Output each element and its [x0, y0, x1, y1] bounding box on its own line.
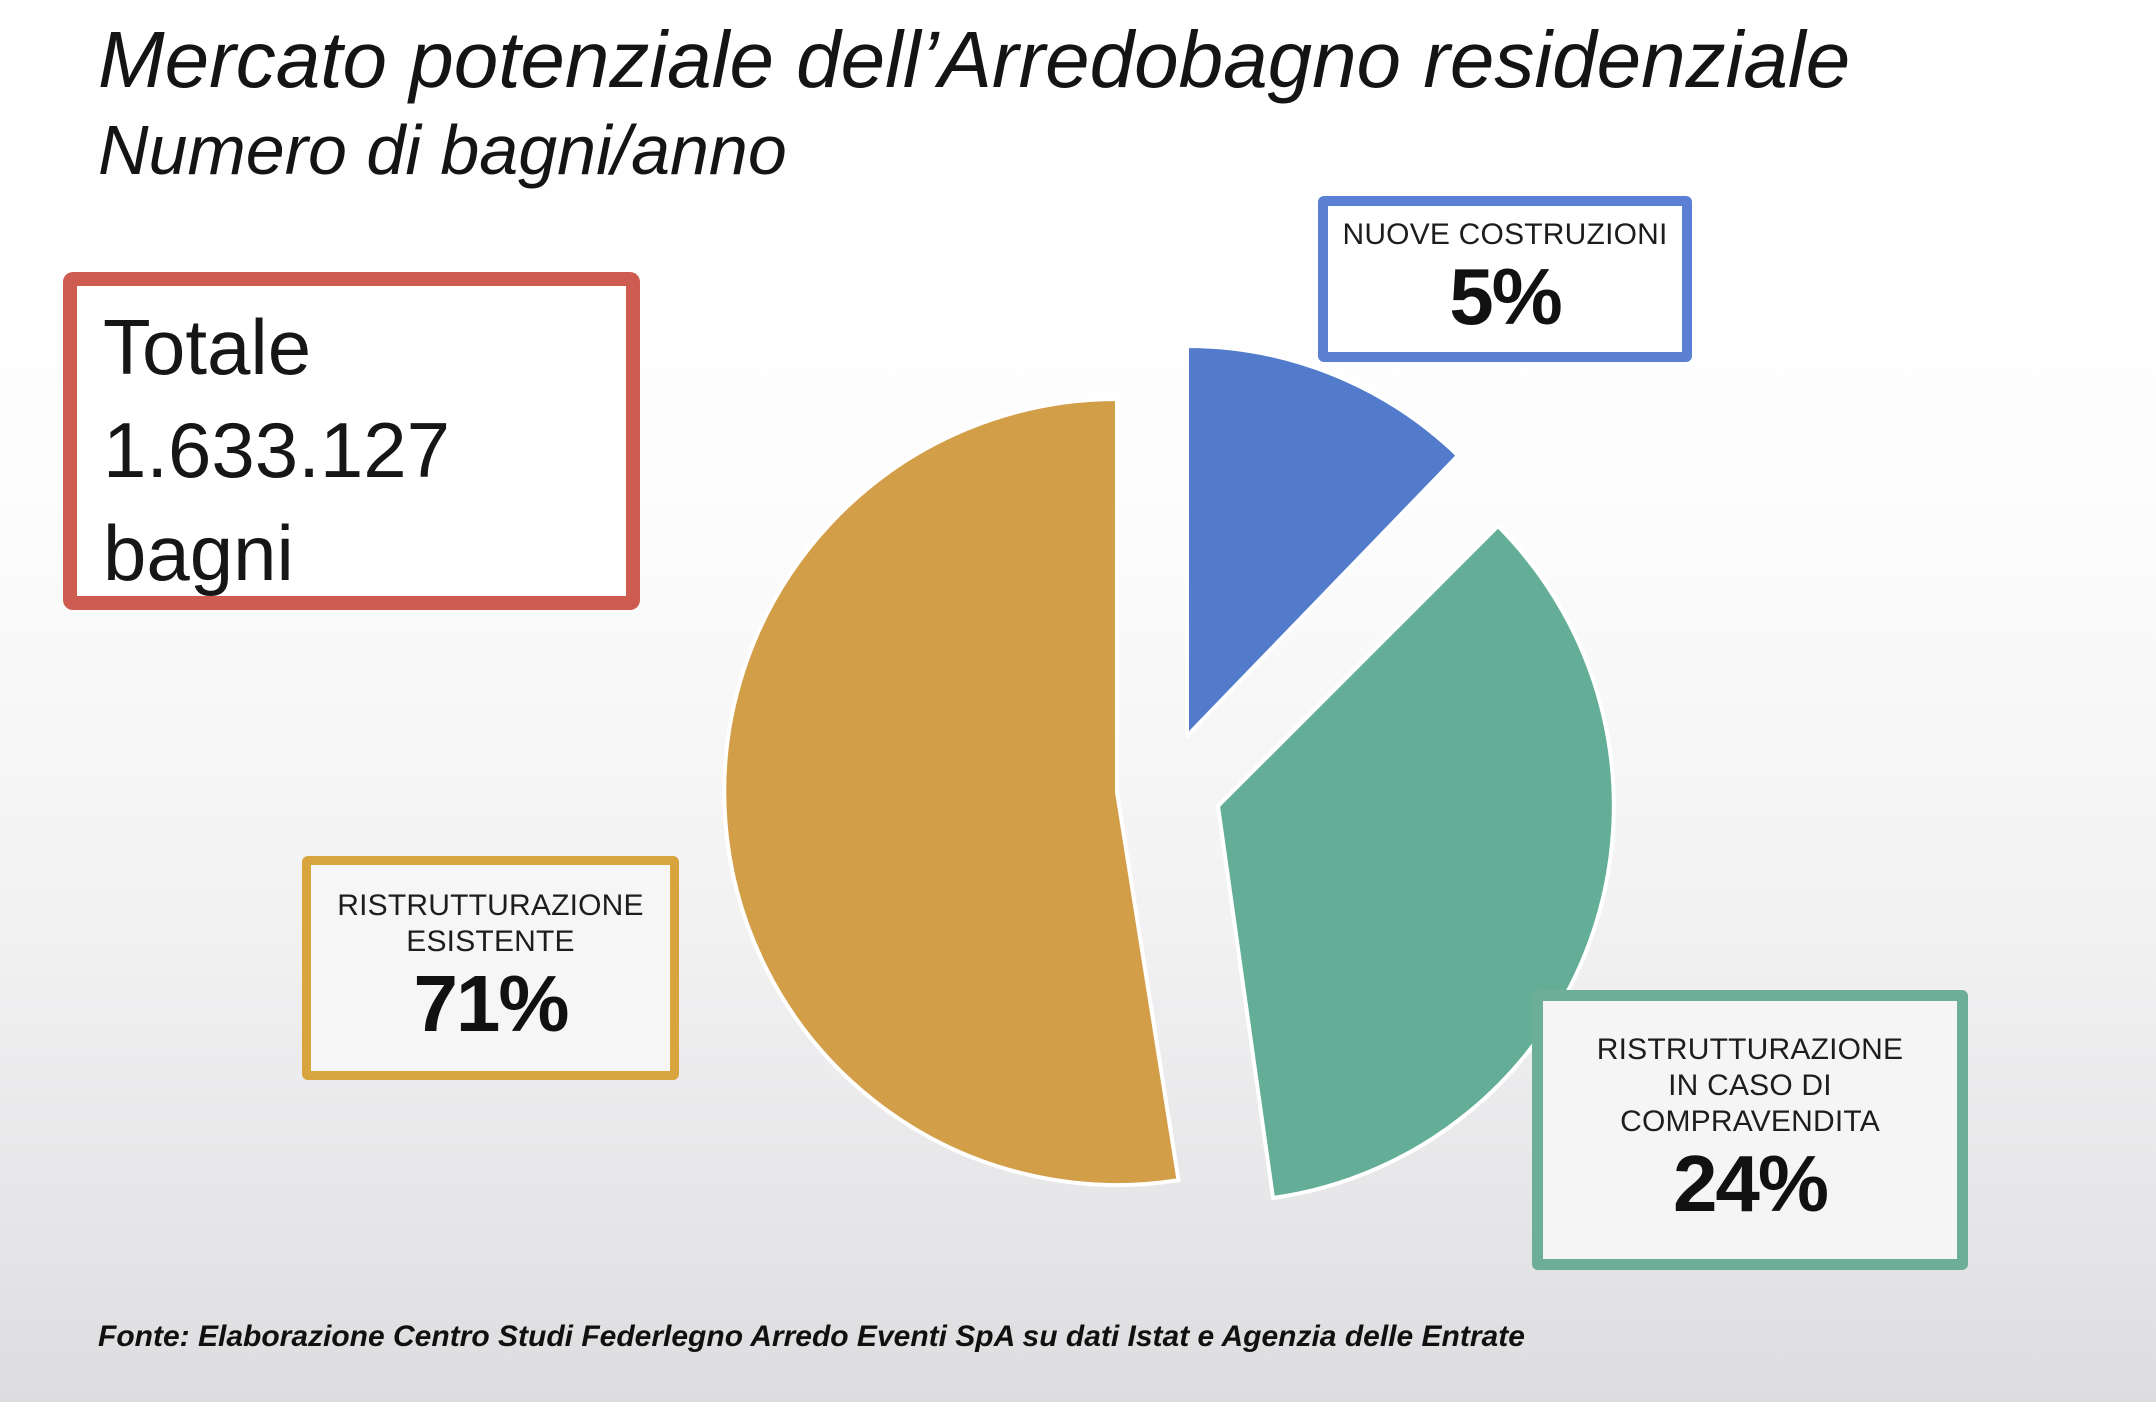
callout-nuove-costruzioni: NUOVE COSTRUZIONI 5% — [1318, 196, 1692, 362]
pie-slice-ristrutturazione-compravendita — [1216, 524, 1616, 1200]
total-label: Totale — [103, 303, 312, 391]
callout-compravendita-percent: 24% — [1672, 1139, 1829, 1228]
callout-nuove-label: NUOVE COSTRUZIONI — [1342, 218, 1668, 251]
callout-esistente-label-line1: RISTRUTTURAZIONE — [337, 889, 644, 922]
page-subtitle: Numero di bagni/anno — [98, 111, 787, 189]
callout-esistente-percent: 71% — [413, 959, 569, 1048]
page-title: Mercato potenziale dell’Arredobagno resi… — [98, 15, 1851, 104]
callout-compravendita-label-line2: IN CASO DI — [1668, 1069, 1832, 1102]
callout-ristrutturazione-esistente: RISTRUTTURAZIONE ESISTENTE 71% — [302, 856, 679, 1080]
pie-slice-nuove-costruzioni — [1185, 344, 1460, 738]
total-unit: bagni — [103, 509, 294, 597]
callout-compravendita-label-line1: RISTRUTTURAZIONE — [1596, 1033, 1904, 1066]
callout-esistente-label-line2: ESISTENTE — [406, 925, 575, 958]
total-value: 1.633.127 — [103, 406, 451, 494]
pie-slice-ristrutturazione-esistente — [722, 397, 1181, 1187]
source-note: Fonte: Elaborazione Centro Studi Federle… — [98, 1320, 1525, 1353]
callout-ristrutturazione-compravendita: RISTRUTTURAZIONE IN CASO DI COMPRAVENDIT… — [1532, 990, 1968, 1270]
total-callout-box: Totale 1.633.127 bagni — [63, 272, 640, 610]
callout-compravendita-label-line3: COMPRAVENDITA — [1620, 1105, 1880, 1138]
callout-nuove-percent: 5% — [1449, 252, 1563, 341]
